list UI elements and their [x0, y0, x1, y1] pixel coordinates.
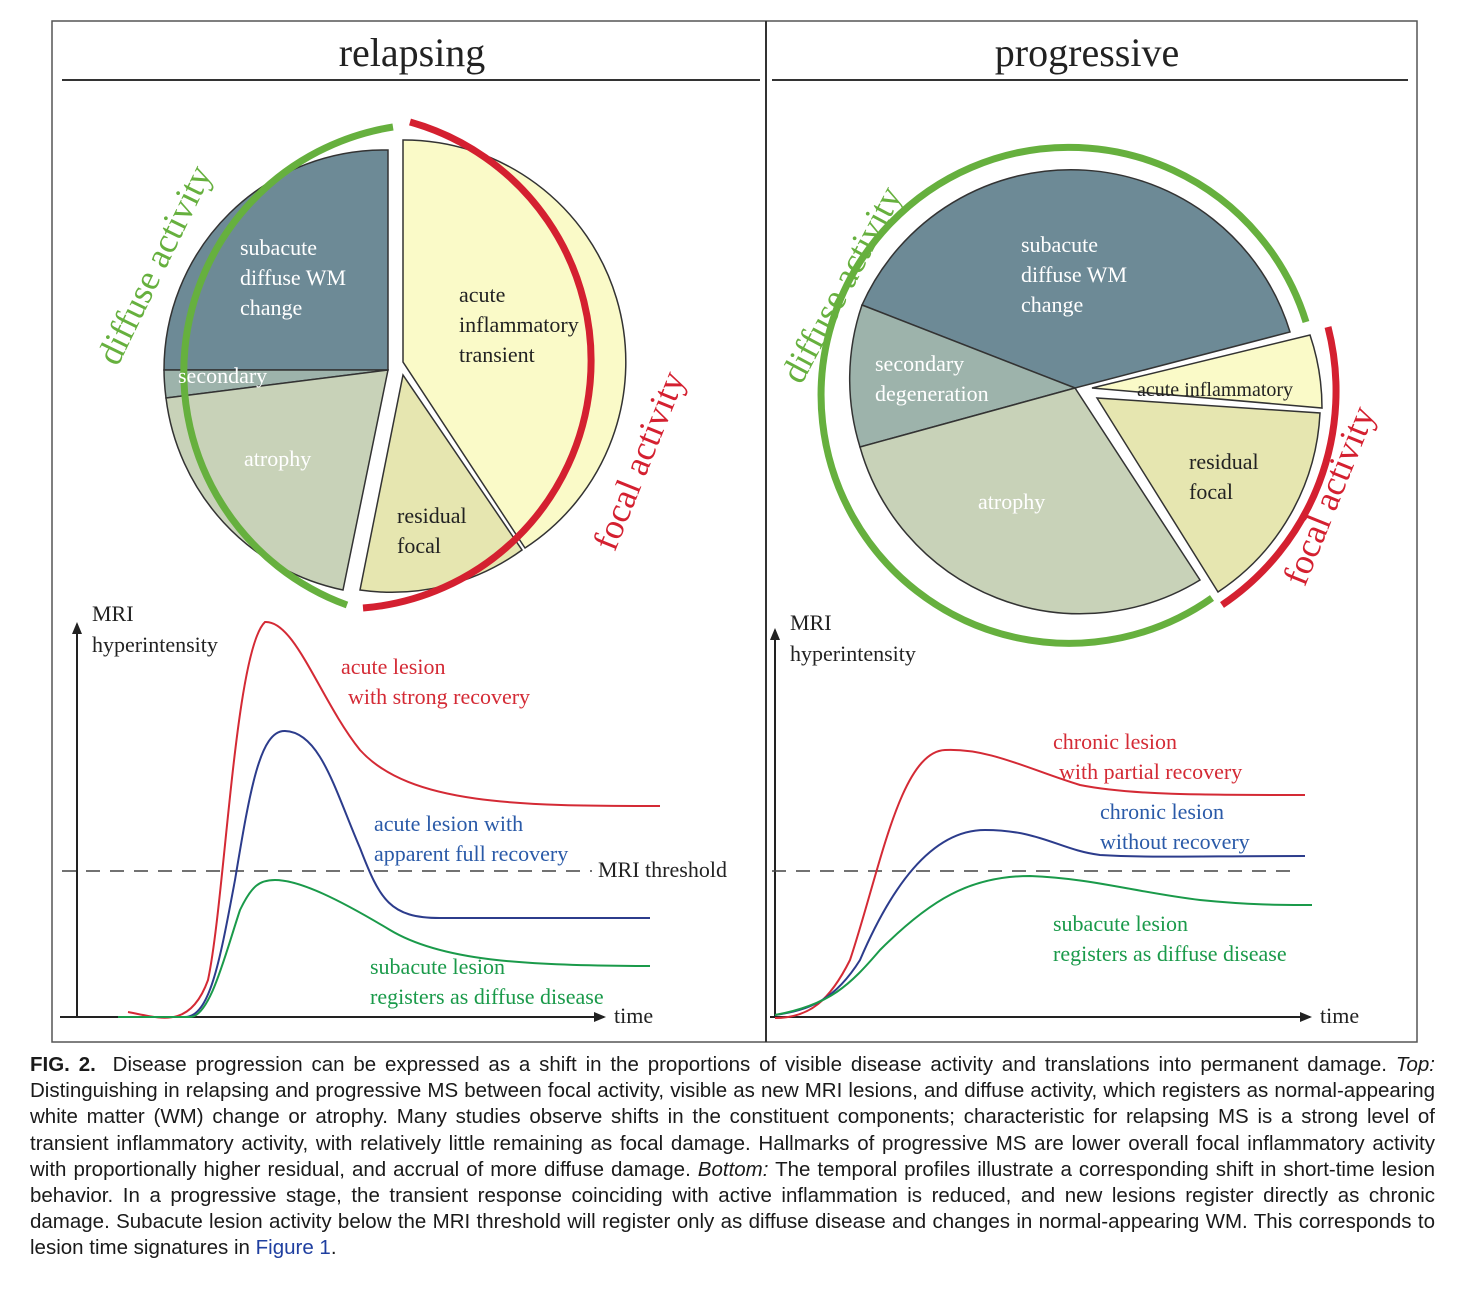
left-label-blue: acute lesion with apparent full recovery: [374, 811, 568, 866]
left-slice-subacute: [163, 149, 389, 371]
right-label-green: subacute lesion registers as diffuse dis…: [1053, 911, 1287, 966]
right-y-label: MRI hyperintensity: [790, 610, 916, 666]
right-slice-residual: [1095, 397, 1321, 594]
right-curve-blue: [774, 828, 1306, 1016]
left-label-atrophy: atrophy: [244, 446, 311, 471]
left-y-label: MRI hyperintensity: [92, 601, 218, 657]
left-slice-atrophy: [165, 369, 389, 591]
right-slice-subacute: [860, 169, 1291, 389]
left-curve-red: [127, 620, 661, 1019]
right-slice-atrophy: [859, 387, 1202, 615]
left-label-red: acute lesion with strong recovery: [341, 654, 530, 709]
caption-top-label: Top:: [1395, 1053, 1435, 1076]
left-label-secondary: secondary: [178, 363, 267, 388]
right-curve-green: [774, 874, 1313, 1016]
right-arc-focal: [1220, 326, 1340, 608]
right-slice-secondary: [848, 304, 1078, 448]
caption-figure-number: FIG. 2.: [30, 1053, 96, 1076]
caption-bottom-label: Bottom:: [697, 1157, 769, 1181]
left-arc-focal: [362, 118, 595, 612]
left-label-acute: acute inflammatory transient: [459, 282, 584, 367]
right-x-label: time: [1320, 1003, 1359, 1028]
caption-part-1: Disease progression can be expressed as …: [112, 1053, 1388, 1076]
right-curve-red: [774, 748, 1306, 1019]
left-label-green: subacute lesion registers as diffuse dis…: [370, 954, 604, 1009]
left-panel-title: relapsing: [339, 30, 486, 75]
right-panel-title: progressive: [995, 30, 1179, 75]
caption-part-2: Distinguishing in relapsing and progress…: [30, 1079, 1435, 1181]
left-curve-green: [118, 878, 651, 1018]
right-label-red: chronic lesion with partial recovery: [1053, 729, 1242, 784]
left-pie: [163, 139, 627, 593]
caption-end: .: [330, 1236, 337, 1260]
caption-part-3: The temporal profiles illustrate a corre…: [30, 1157, 1436, 1260]
right-label-blue: chronic lesion without recovery: [1100, 799, 1250, 854]
right-label-subacute: subacute diffuse WM change: [1021, 232, 1133, 317]
caption-figure-link[interactable]: Figure 1: [255, 1236, 331, 1260]
left-label-subacute: subacute diffuse WM change: [240, 235, 352, 320]
left-threshold-label: MRI threshold: [598, 857, 727, 882]
right-label-acute: acute inflammatory: [1137, 379, 1293, 401]
figure-caption: FIG. 2. Disease progression can be expre…: [30, 1052, 1435, 1262]
figure-2: relapsing progressive subacute diffuse W…: [51, 20, 1418, 1043]
left-x-label: time: [614, 1003, 653, 1028]
right-label-atrophy: atrophy: [978, 489, 1045, 514]
right-arc-diffuse: [817, 143, 1310, 647]
right-pie: [848, 169, 1323, 615]
right-label-residual: residual focal: [1189, 449, 1264, 504]
right-slice-acute: [1091, 334, 1323, 409]
left-label-residual: residual focal: [397, 503, 472, 558]
left-arc-diffuse: [180, 123, 394, 609]
left-curve-blue: [118, 729, 650, 1018]
right-label-secondary: secondary degeneration: [875, 351, 989, 406]
